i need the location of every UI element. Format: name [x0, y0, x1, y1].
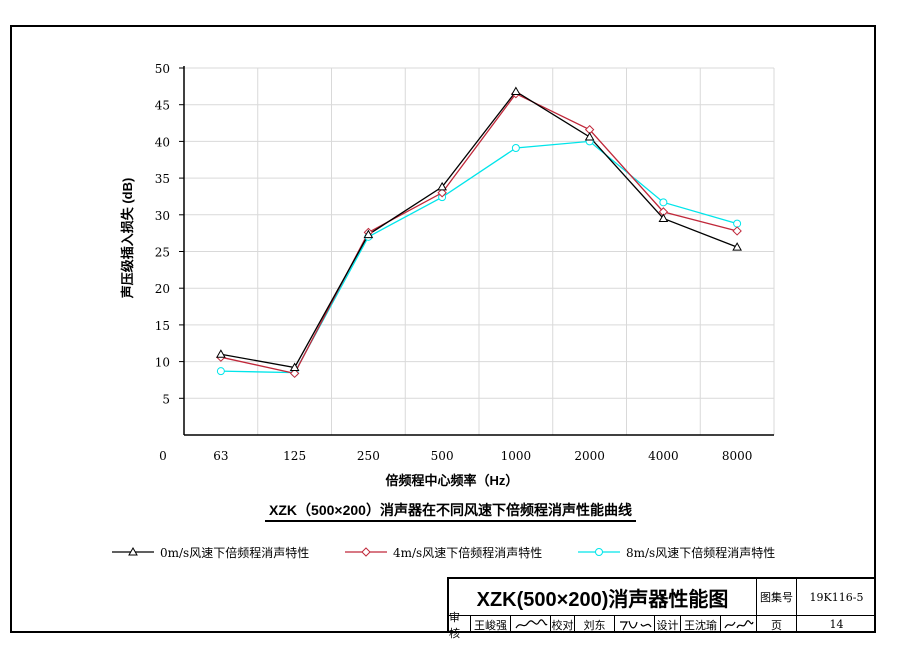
x-tick-label: 500 [431, 449, 454, 463]
y-tick-label: 5 [162, 392, 170, 406]
axes [179, 66, 774, 436]
data-point-s0-5 [584, 131, 595, 141]
page-number: 14 [829, 618, 844, 631]
drawing-frame [10, 25, 876, 633]
title-block: XZK(500×200)消声器性能图 图集号 19K116-5 审核 王峻强 校… [447, 577, 876, 640]
designer-name: 王沈瑜 [681, 616, 721, 633]
design-label: 设计 [655, 616, 681, 633]
subtitle-text: XZK（500×200）消声器在不同风速下倍频程消声性能曲线 [265, 502, 636, 522]
y-tick-label: 35 [155, 172, 170, 186]
legend-item-4ms: 4m/s风速下倍频程消声特性 [345, 541, 542, 563]
y-tick-label: 25 [155, 246, 170, 260]
atlas-label: 图集号 [757, 579, 797, 615]
checker-signature [615, 616, 655, 633]
data-point-s1-7 [732, 226, 742, 236]
check-label: 校对 [551, 616, 575, 633]
legend-label: 4m/s风速下倍频程消声特性 [393, 545, 543, 560]
y-tick-label: 50 [155, 62, 170, 76]
y-tick-label: 40 [155, 135, 170, 149]
signature-image [723, 619, 754, 628]
series-line-0 [220, 90, 738, 369]
y-zero-label: 0 [159, 449, 167, 463]
drawing-title: XZK(500×200)消声器性能图 [449, 579, 757, 615]
data-point-s0-1 [289, 362, 300, 371]
x-tick-label: 4000 [648, 449, 679, 463]
series-lines [220, 90, 738, 375]
y-tick-label: 15 [155, 319, 170, 333]
checker-name: 刘东 [575, 616, 615, 633]
reviewer-name: 王峻强 [471, 616, 511, 633]
reviewer-signature [511, 616, 551, 633]
legend-item-8ms: 8m/s风速下倍频程消声特性 [578, 541, 775, 563]
legend-label: 0m/s风速下倍频程消声特性 [160, 545, 310, 560]
grid [183, 67, 775, 435]
data-point-s0-7 [732, 242, 742, 251]
chart-subtitle: XZK（500×200）消声器在不同风速下倍频程消声性能曲线 [0, 500, 901, 522]
x-tick-label: 250 [357, 449, 380, 463]
data-point-s1-3 [437, 188, 447, 198]
legend-item-0ms: 0m/s风速下倍频程消声特性 [112, 541, 309, 563]
x-tick-label: 125 [283, 449, 306, 463]
x-tick-label: 1000 [501, 449, 532, 463]
review-label: 审核 [449, 611, 471, 640]
designer-signature [721, 616, 757, 633]
y-tick-label: 30 [155, 209, 170, 223]
x-tick-label: 8000 [722, 449, 753, 463]
data-point-s2-6 [659, 198, 668, 207]
data-point-s0-0 [216, 349, 226, 358]
legend: 0m/s风速下倍频程消声特性 4m/s风速下倍频程消声特性 8m/s风速下倍频程… [0, 541, 901, 563]
data-point-s2-7 [733, 219, 742, 228]
y-axis-label: 声压级插入损失 (dB) [120, 178, 135, 300]
data-point-s0-4 [511, 86, 521, 95]
legend-diamond-marker [345, 547, 387, 557]
data-point-s0-6 [658, 213, 669, 222]
y-tick-label: 45 [155, 99, 170, 113]
y-tick-label: 10 [155, 356, 170, 370]
signature-image [619, 620, 652, 630]
series-line-1 [220, 92, 738, 375]
x-axis-label: 倍频程中心频率（Hz） [386, 473, 519, 488]
x-tick-label: 63 [213, 449, 228, 463]
signature-image [514, 618, 548, 628]
data-point-s2-0 [216, 367, 225, 376]
legend-label: 8m/s风速下倍频程消声特性 [626, 545, 776, 560]
legend-triangle-marker [112, 546, 154, 556]
data-point-s0-3 [437, 181, 447, 191]
atlas-number: 19K116-5 [809, 590, 864, 604]
x-tick-label: 2000 [574, 449, 605, 463]
data-point-s1-1 [289, 368, 300, 379]
y-tick-label: 20 [155, 282, 170, 296]
legend-circle-marker [578, 548, 620, 556]
page-label: 页 [757, 616, 797, 633]
data-point-s2-4 [511, 144, 520, 153]
series-markers [216, 86, 742, 379]
data-point-s0-2 [363, 229, 374, 239]
